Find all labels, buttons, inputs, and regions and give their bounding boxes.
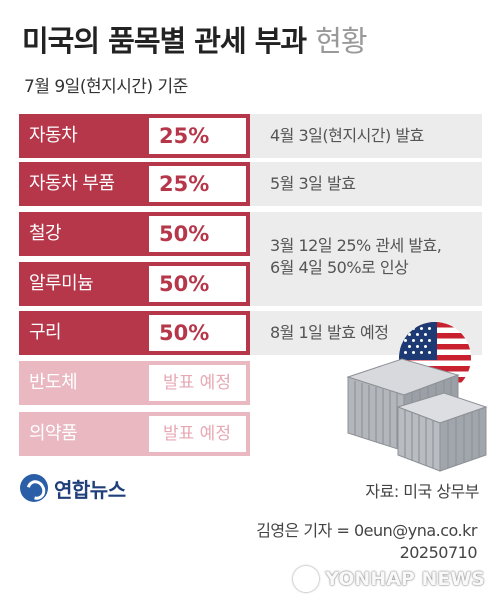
category-label: 자동차 — [19, 114, 145, 158]
rate-value: 50% — [145, 311, 250, 355]
note-auto: 4월 3일(현지시간) 발효 — [250, 114, 482, 158]
rate-value: 발표 예정 — [145, 412, 250, 456]
watermark: YONHAP NEWS — [293, 566, 485, 592]
yonhap-logo-icon — [20, 474, 48, 502]
rate-value: 50% — [145, 262, 250, 306]
note-text: 6월 4일 50%로 인상 — [270, 258, 409, 277]
rate-value: 발표 예정 — [145, 361, 250, 405]
note-text: 5월 3일 발효 — [270, 174, 356, 193]
title-main: 미국의 품목별 관세 부과 — [22, 24, 307, 58]
category-label: 반도체 — [19, 361, 145, 405]
credit-date: 20250710 — [399, 543, 478, 562]
note-text: 3월 12일 25% 관세 발효, — [270, 236, 442, 255]
tariff-row-pharma: 의약품 발표 예정 — [19, 412, 250, 456]
note-text: 4월 3일(현지시간) 발효 — [270, 126, 424, 145]
tariff-row-auto-parts: 자동차 부품 25% — [19, 162, 250, 206]
watermark-text: YONHAP NEWS — [325, 568, 485, 590]
tariff-row-steel: 철강 50% — [19, 212, 250, 256]
note-text: 8월 1일 발효 예정 — [270, 323, 389, 342]
rate-value: 25% — [145, 114, 250, 158]
tariff-row-semiconductor: 반도체 발표 예정 — [19, 361, 250, 405]
yonhap-watermark-icon — [293, 566, 320, 592]
credit: 김영은 기자 = 0eun@yna.co.kr 20250710 — [256, 520, 477, 564]
credit-reporter: 김영은 기자 = 0eun@yna.co.kr — [256, 521, 477, 540]
tariff-row-aluminum: 알루미늄 50% — [19, 262, 250, 306]
title-suffix: 현황 — [315, 24, 367, 58]
tariff-row-auto: 자동차 25% — [19, 114, 250, 158]
note-parts: 5월 3일 발효 — [250, 162, 482, 206]
source-label: 자료: 미국 상무부 — [365, 482, 479, 501]
category-label: 철강 — [19, 212, 145, 256]
rate-value: 25% — [145, 162, 250, 206]
date-label: 7월 9일(현지시간) 기준 — [24, 77, 188, 97]
rate-value: 50% — [145, 212, 250, 256]
tariff-row-copper: 구리 50% — [19, 311, 250, 355]
yonhap-logo: 연합뉴스 — [20, 472, 126, 504]
logo-text: 연합뉴스 — [54, 477, 126, 502]
category-label: 의약품 — [19, 412, 145, 456]
note-metals: 3월 12일 25% 관세 발효, 6월 4일 50%로 인상 — [250, 212, 482, 306]
category-label: 자동차 부품 — [19, 162, 145, 206]
page-title: 미국의 품목별 관세 부과 현황 — [22, 18, 368, 60]
shipping-container-icon — [346, 358, 488, 472]
category-label: 구리 — [19, 311, 145, 355]
category-label: 알루미늄 — [19, 262, 145, 306]
